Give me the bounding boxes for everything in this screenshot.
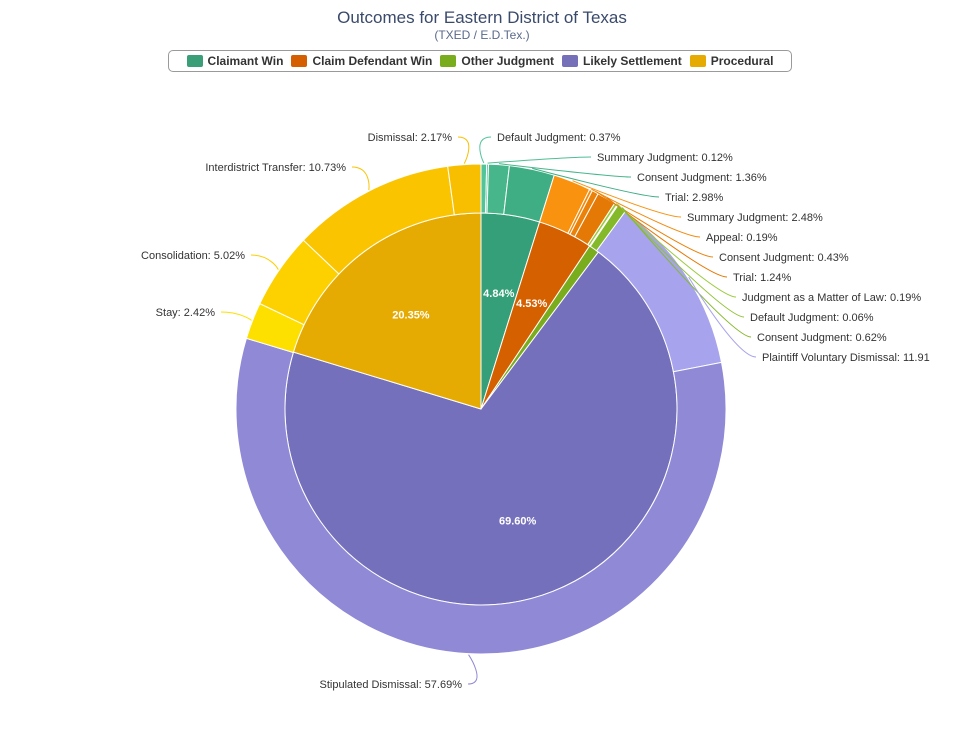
chart-title: Outcomes for Eastern District of Texas — [337, 8, 627, 27]
outer-slice-stipulated-dismissal[interactable] — [235, 337, 727, 655]
legend-label: Claimant Win — [207, 54, 284, 68]
inner-data-label: 69.60% — [499, 516, 537, 528]
chart-subtitle: (TXED / E.D.Tex.) — [434, 28, 530, 42]
outer-data-label: Summary Judgment: 2.48% — [687, 212, 823, 224]
label-connector — [621, 207, 752, 338]
legend-item-claim-defendant-win[interactable]: Claim Defendant Win — [291, 54, 432, 68]
label-connector — [351, 166, 370, 191]
legend-label: Other Judgment — [461, 54, 555, 68]
outer-data-label: Interdistrict Transfer: 10.73% — [205, 162, 346, 174]
outer-data-label: Stay: 2.42% — [156, 307, 216, 319]
inner-data-label: 4.53% — [516, 298, 547, 310]
legend: Claimant Win Claim Defendant Win Other Jud… — [168, 50, 792, 72]
label-connector — [220, 311, 252, 321]
label-connector — [487, 156, 592, 164]
outer-data-label: Dismissal: 2.17% — [368, 132, 453, 144]
outer-data-label: Judgment as a Matter of Law: 0.19% — [742, 292, 921, 304]
legend-swatch — [186, 55, 203, 67]
label-connector — [479, 136, 492, 164]
inner-data-label: 20.35% — [392, 310, 430, 322]
label-connector — [499, 163, 632, 178]
legend-swatch — [440, 55, 457, 67]
outer-data-label: Consent Judgment: 1.36% — [637, 172, 767, 184]
label-connector — [467, 654, 478, 685]
outer-data-label: Trial: 2.98% — [665, 192, 724, 204]
legend-swatch — [562, 55, 579, 67]
legend-item-other-judgment[interactable]: Other Judgment — [440, 54, 554, 68]
label-connector — [688, 276, 757, 358]
legend-item-claimant-win[interactable]: Claimant Win — [186, 54, 284, 68]
outer-data-label: Stipulated Dismissal: 57.69% — [320, 679, 463, 691]
legend-swatch — [689, 55, 706, 67]
label-connector — [591, 188, 701, 238]
outer-data-label: Summary Judgment: 0.12% — [597, 152, 733, 164]
outer-data-label: Appeal: 0.19% — [706, 232, 778, 244]
outer-data-label: Plaintiff Voluntary Dismissal: 11.91 — [762, 352, 930, 364]
outer-slice-dismissal[interactable] — [447, 163, 482, 216]
legend-swatch — [291, 55, 308, 67]
outer-data-label: Default Judgment: 0.06% — [750, 312, 874, 324]
outer-data-label: Consent Judgment: 0.43% — [719, 252, 849, 264]
label-connector — [572, 180, 682, 218]
legend-item-likely-settlement[interactable]: Likely Settlement — [562, 54, 682, 68]
inner-data-label: 4.84% — [483, 288, 514, 300]
outer-data-label: Consolidation: 5.02% — [141, 250, 245, 262]
legend-label: Claim Defendant Win — [312, 54, 433, 68]
legend-label: Procedural — [710, 54, 774, 68]
label-connector — [606, 197, 728, 278]
label-connector — [617, 204, 745, 318]
label-connector — [595, 190, 714, 258]
legend-label: Likely Settlement — [583, 54, 682, 68]
label-connector — [457, 136, 470, 164]
outer-data-label: Default Judgment: 0.37% — [497, 132, 621, 144]
outer-data-label: Trial: 1.24% — [733, 272, 792, 284]
label-connector — [250, 254, 279, 270]
legend-item-procedural[interactable]: Procedural — [689, 54, 774, 68]
label-connector — [532, 167, 660, 198]
outer-data-label: Consent Judgment: 0.62% — [757, 332, 887, 344]
